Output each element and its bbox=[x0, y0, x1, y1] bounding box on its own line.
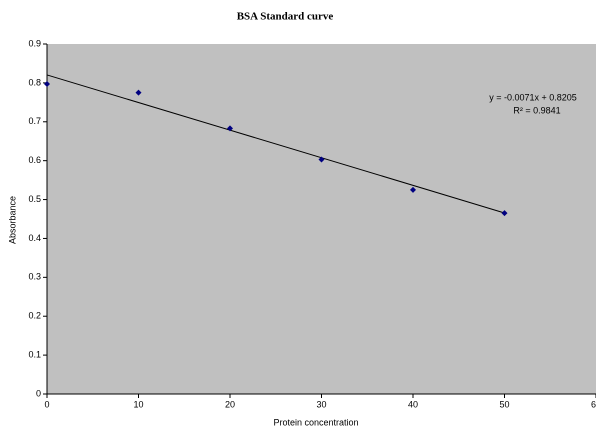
x-tick-label: 60 bbox=[591, 399, 596, 409]
data-point bbox=[135, 89, 142, 96]
x-tick-label: 10 bbox=[133, 399, 143, 409]
x-tick-label: 40 bbox=[408, 399, 418, 409]
x-tick-label: 0 bbox=[44, 399, 49, 409]
data-point bbox=[44, 81, 50, 88]
y-tick-label: 0 bbox=[36, 388, 41, 398]
chart-title: BSA Standard curve bbox=[237, 11, 334, 23]
data-point bbox=[501, 210, 508, 217]
trendline bbox=[46, 74, 505, 214]
x-tick-label: 50 bbox=[499, 399, 509, 409]
y-tick-label: 0.8 bbox=[28, 77, 41, 87]
data-point bbox=[227, 125, 233, 132]
y-tick-label: 0.1 bbox=[28, 349, 41, 359]
x-axis-label: Protein concentration bbox=[273, 417, 358, 427]
trendline-equation: y = -0.0071x + 0.8205 bbox=[489, 92, 577, 102]
y-axis-label: Absorbance bbox=[7, 196, 17, 244]
x-tick-label: 20 bbox=[225, 399, 235, 409]
y-tick-label: 0.3 bbox=[28, 272, 41, 282]
y-tick-label: 0.5 bbox=[28, 194, 41, 204]
data-point bbox=[410, 186, 416, 193]
y-tick-label: 0.9 bbox=[28, 38, 41, 48]
y-tick-label: 0.4 bbox=[28, 233, 41, 243]
data-point bbox=[318, 156, 325, 163]
x-tick-label: 30 bbox=[316, 399, 326, 409]
r-squared: R² = 0.9841 bbox=[513, 105, 560, 115]
y-tick-label: 0.2 bbox=[28, 311, 41, 321]
y-tick-label: 0.7 bbox=[28, 116, 41, 126]
y-tick-label: 0.6 bbox=[28, 155, 41, 165]
